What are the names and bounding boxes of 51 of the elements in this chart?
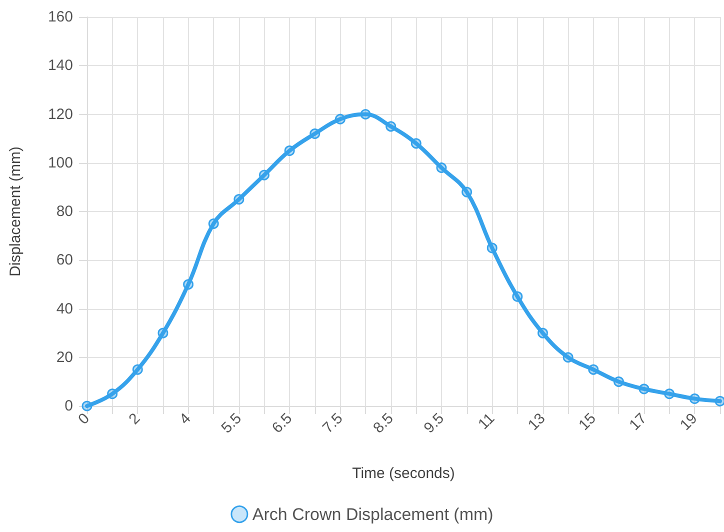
point xyxy=(486,242,498,254)
point xyxy=(689,393,700,404)
x-tick-label: 8.5 xyxy=(370,410,397,437)
x-tick-label: 6.5 xyxy=(268,410,296,437)
point xyxy=(158,328,168,338)
x-tick-label: 5.5 xyxy=(218,410,245,437)
point xyxy=(234,194,244,205)
point xyxy=(664,388,675,400)
x-axis-title: Time (seconds) xyxy=(352,465,455,482)
point xyxy=(183,279,194,290)
y-tick-label: 80 xyxy=(56,203,73,220)
y-tick-label: 0 xyxy=(64,398,73,414)
point xyxy=(638,384,650,394)
point xyxy=(562,352,574,363)
x-tick-label: 15 xyxy=(576,410,600,434)
point xyxy=(259,170,270,180)
y-axis-title: Displacement (mm) xyxy=(7,146,24,277)
x-tick-label: 19 xyxy=(676,410,701,434)
x-tick-label: 0 xyxy=(75,410,94,428)
y-tick-label: 60 xyxy=(56,252,73,269)
point xyxy=(386,121,396,132)
x-tick-label: 9.5 xyxy=(420,410,448,437)
point xyxy=(410,138,422,149)
point xyxy=(613,376,624,387)
y-tick-label: 20 xyxy=(56,348,73,366)
point xyxy=(208,218,219,229)
point xyxy=(512,291,523,302)
point xyxy=(462,186,472,198)
point xyxy=(132,364,143,375)
y-tick-label: 140 xyxy=(48,57,73,74)
point xyxy=(284,145,295,156)
point xyxy=(588,364,599,375)
y-tick-label: 160 xyxy=(48,8,73,26)
point xyxy=(360,109,371,120)
y-tick-label: 40 xyxy=(56,300,73,318)
y-tick-label: 100 xyxy=(48,154,73,172)
x-tick-label: 11 xyxy=(475,410,498,434)
y-tick-label: 120 xyxy=(48,106,73,123)
x-tick-label: 2 xyxy=(126,410,144,428)
point xyxy=(334,114,346,124)
x-tick-label: 13 xyxy=(524,410,549,434)
x-tick-label: 7.5 xyxy=(319,410,346,437)
x-tick-label: 17 xyxy=(626,410,650,434)
legend-label: Arch Crown Displacement (mm) xyxy=(252,504,494,524)
point xyxy=(310,128,320,139)
point xyxy=(107,388,118,400)
x-tick-label: 4 xyxy=(176,410,194,428)
point xyxy=(436,162,447,173)
point xyxy=(714,396,724,406)
point xyxy=(82,400,92,412)
point xyxy=(538,328,548,338)
